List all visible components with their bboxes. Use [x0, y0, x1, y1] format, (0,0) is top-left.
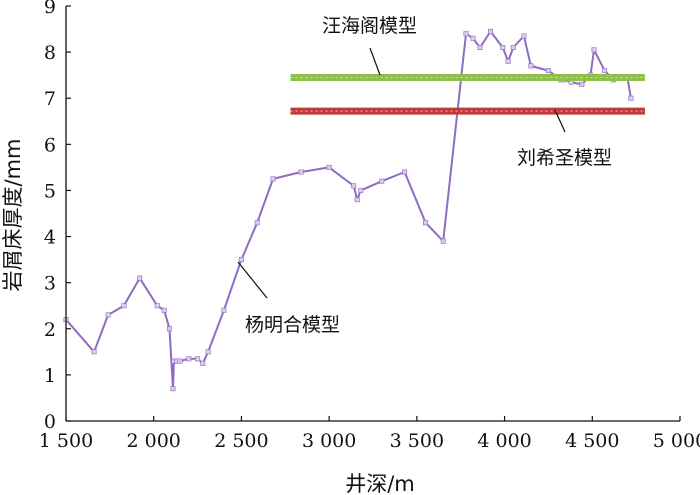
yang-model-label: 杨明合模型 — [245, 314, 340, 336]
plot-area — [63, 28, 645, 392]
x-tick-label: 1 500 — [39, 430, 93, 452]
yang-model-point — [167, 326, 173, 332]
yang-model-point — [423, 220, 429, 226]
yang-model-point — [270, 176, 276, 182]
yang-model-point — [521, 33, 527, 39]
y-tick-label: 1 — [44, 365, 56, 387]
yang-model-point — [161, 307, 167, 313]
x-tick-label: 4 000 — [477, 430, 531, 452]
yang-model-point — [254, 220, 260, 226]
yang-model-point — [121, 303, 127, 309]
yang-model-point — [500, 44, 506, 50]
yang-model-point — [440, 238, 446, 244]
y-tick-label: 9 — [44, 0, 56, 18]
yang-model-point — [195, 356, 201, 362]
yang-model-point — [379, 178, 385, 184]
yang-model-point — [505, 58, 511, 64]
x-ticks: 1 500 2 000 2 500 3 000 3 500 4 000 4 500 5 000 — [39, 416, 700, 452]
yang-model-point — [358, 187, 364, 193]
yang-model-point — [510, 44, 516, 50]
yang-model-point — [628, 95, 634, 101]
yang-model-point — [105, 312, 111, 318]
wang-model-label: 汪海阁模型 — [322, 15, 417, 37]
yang-model-point — [205, 349, 211, 355]
yang-model-point — [579, 81, 585, 87]
yang-model-point — [200, 360, 206, 366]
yang-model-point — [463, 31, 469, 37]
y-tick-label: 4 — [44, 227, 56, 249]
y-tick-label: 0 — [44, 411, 56, 433]
yang-model-point — [351, 183, 357, 189]
y-tick-label: 6 — [44, 134, 56, 156]
liu-callout-leader — [554, 109, 566, 133]
yang-model-point — [354, 197, 360, 203]
x-tick-label: 2 000 — [127, 430, 181, 452]
x-tick-label: 3 000 — [302, 430, 356, 452]
yang-model-point — [91, 349, 97, 355]
x-axis-title: 井深/m — [345, 472, 415, 495]
yang-model-point — [177, 358, 183, 364]
x-tick-label: 5 000 — [653, 430, 700, 452]
liu-model-label: 刘希圣模型 — [517, 147, 612, 169]
yang-model-point — [602, 68, 608, 74]
yang-model-point — [137, 275, 143, 281]
y-tick-label: 8 — [44, 42, 56, 64]
wang-callout-leader — [369, 47, 381, 76]
yang-model-point — [487, 28, 493, 34]
y-tick-label: 3 — [44, 273, 56, 295]
yang-model-point — [238, 257, 244, 263]
x-tick-label: 2 500 — [214, 430, 268, 452]
yang-model-point — [326, 164, 332, 170]
y-axis-title: 岩屑床厚度/mm — [1, 139, 25, 292]
yang-model-point — [402, 169, 408, 175]
yang-model-point — [298, 169, 304, 175]
x-tick-label: 4 500 — [565, 430, 619, 452]
y-tick-label: 7 — [44, 88, 56, 110]
yang-model-point — [477, 44, 483, 50]
yang-model-point — [528, 63, 534, 69]
yang-model-point — [170, 386, 176, 392]
yang-model-point — [545, 68, 551, 74]
y-tick-label: 5 — [44, 180, 56, 202]
yang-model-point — [154, 303, 160, 309]
yang-model-point — [470, 35, 476, 41]
x-tick-label: 3 500 — [390, 430, 444, 452]
yang-callout-leader — [237, 261, 268, 299]
yang-model-point — [221, 307, 227, 313]
yang-model-line — [65, 30, 632, 390]
yang-model-point — [591, 47, 597, 53]
y-tick-label: 2 — [44, 319, 56, 341]
y-ticks: 0 1 2 3 4 5 6 7 8 9 — [44, 0, 71, 433]
yang-model-point — [186, 356, 192, 362]
